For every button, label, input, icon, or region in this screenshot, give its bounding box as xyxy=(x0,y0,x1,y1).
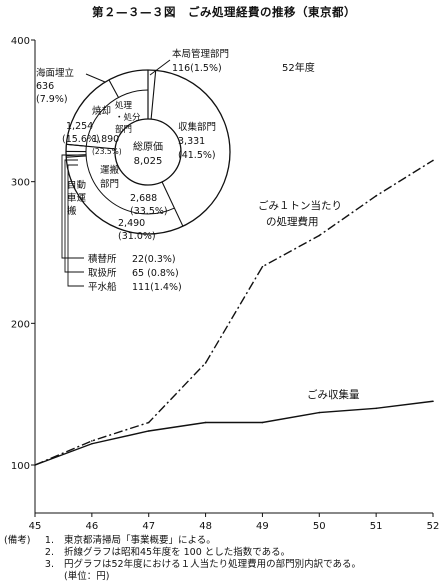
note-text: 折線グラフは昭和45年度を 100 とした指数である。 xyxy=(64,547,291,558)
pie-slice-label: ・処分 xyxy=(115,112,141,123)
series-label: ごみ１トン当たり xyxy=(258,199,342,212)
data-point xyxy=(432,400,434,403)
note-number: 2. xyxy=(44,547,54,558)
pie-slice-label: 取扱所 xyxy=(88,267,117,279)
series-label: の処理費用 xyxy=(266,215,319,228)
pie-slice-label: 処理 xyxy=(115,100,133,111)
axes: 100 200 300 400 45 46 47 48 49 50 51 52 xyxy=(11,36,439,532)
x-tick-label: 49 xyxy=(256,521,269,532)
note-text: 東京都清掃局「事業概要」による。 xyxy=(64,535,216,546)
data-point xyxy=(91,440,93,442)
pie-slice-value: 3,331 xyxy=(178,136,205,147)
pie-slice-value: 636 xyxy=(36,81,54,92)
notes: (備考) 1. 東京都清掃局「事業概要」による。 2. 折線グラフは昭和45年度… xyxy=(4,535,444,583)
pie-slice-label: 部門 xyxy=(115,124,132,135)
data-point xyxy=(261,421,264,424)
note-text: 円グラフは52年度における１人当たり処理費用の部門別内訳である。 xyxy=(64,559,361,570)
pie-slice-value: 1,890 xyxy=(92,134,119,145)
pie-slice-value: (23.5%) xyxy=(92,147,122,156)
series-line-1 xyxy=(34,159,434,466)
data-point xyxy=(204,421,207,424)
notes-heading: (備考) xyxy=(4,535,31,546)
data-point xyxy=(261,265,264,268)
y-tick-label: 100 xyxy=(11,461,30,472)
pie-slice-value: 22(0.3%) xyxy=(132,254,176,265)
data-point xyxy=(34,464,36,466)
pie-slice-boundary xyxy=(161,181,184,227)
pie-subring-processing xyxy=(85,89,149,147)
pie-slice-boundary xyxy=(150,70,157,120)
pie-center-value: 8,025 xyxy=(134,156,163,167)
pie-slice-value: (7.9%) xyxy=(36,94,68,105)
note-unit: (単位：円) xyxy=(64,571,110,582)
pie-slice-value: 2,490 xyxy=(118,218,145,229)
pie-slice-label: 車運 xyxy=(67,192,87,204)
data-point xyxy=(318,234,321,237)
leader-line xyxy=(149,59,171,76)
data-point xyxy=(147,421,150,424)
note-number: 1. xyxy=(44,535,54,546)
pie-slice-label: 積替所 xyxy=(88,253,117,265)
pie-slice-label: 搬 xyxy=(67,205,77,217)
x-tick-label: 50 xyxy=(313,521,326,532)
data-point xyxy=(375,195,377,197)
series-label: ごみ収集量 xyxy=(307,388,360,401)
leader-line xyxy=(61,154,84,259)
pie-slice-label: 海面埋立 xyxy=(36,67,74,79)
pie-slice-label: 本局管理部門 xyxy=(172,48,229,60)
pie-sub-boundary xyxy=(66,155,87,158)
pie-slice-label: 部門 xyxy=(100,178,119,190)
pie-subring-transport xyxy=(85,146,175,215)
pie-slice-label: 平水船 xyxy=(88,281,117,293)
y-tick-label: 200 xyxy=(11,319,30,330)
pie-slice-value: 65 (0.8%) xyxy=(132,268,179,279)
pie-sub-boundary xyxy=(66,143,87,147)
pie-slice-value: (41.5%) xyxy=(178,150,216,161)
leader-line xyxy=(64,159,84,273)
x-tick-label: 51 xyxy=(370,521,383,532)
y-tick-label: 300 xyxy=(11,178,30,189)
pie-slice-label: 運搬 xyxy=(100,164,120,176)
data-point xyxy=(318,411,321,414)
leader-line xyxy=(85,73,106,83)
pie-slice-value: (33.5%) xyxy=(130,206,168,217)
figure-title: 第２—３—３図 ごみ処理経費の推移（東京都） xyxy=(92,5,356,19)
data-point xyxy=(91,442,93,445)
pie-slice-label: 自動 xyxy=(67,179,86,191)
y-tick-label: 400 xyxy=(11,36,30,47)
pie-slice-value: 2,688 xyxy=(130,193,157,204)
pie-slice-value: 111(1.4%) xyxy=(132,282,182,293)
pie-slice-value: 116(1.5%) xyxy=(172,63,222,74)
pie-sub-boundary xyxy=(108,79,119,98)
pie-slice-value: (15.6%) xyxy=(62,134,100,145)
pie-slice-value: 1,254 xyxy=(66,121,93,132)
data-point xyxy=(147,430,150,432)
note-number: 3. xyxy=(44,559,54,570)
data-point xyxy=(375,407,377,410)
x-tick-label: 46 xyxy=(85,521,98,532)
x-tick-label: 45 xyxy=(29,521,42,532)
data-point xyxy=(432,159,434,162)
pie-slice-label: 焼却 xyxy=(92,105,111,117)
leader-line xyxy=(67,164,84,287)
pie-slice-label: 収集部門 xyxy=(178,121,216,133)
x-tick-label: 48 xyxy=(199,521,212,532)
data-point xyxy=(204,362,207,364)
x-tick-label: 52 xyxy=(427,521,440,532)
series-line-2 xyxy=(34,400,434,466)
pie-slice-value: (31.0%) xyxy=(118,231,156,242)
pie-year-label: 52年度 xyxy=(282,61,315,74)
x-tick-label: 47 xyxy=(142,521,155,532)
pie-center-label: 総原価 xyxy=(133,140,163,153)
